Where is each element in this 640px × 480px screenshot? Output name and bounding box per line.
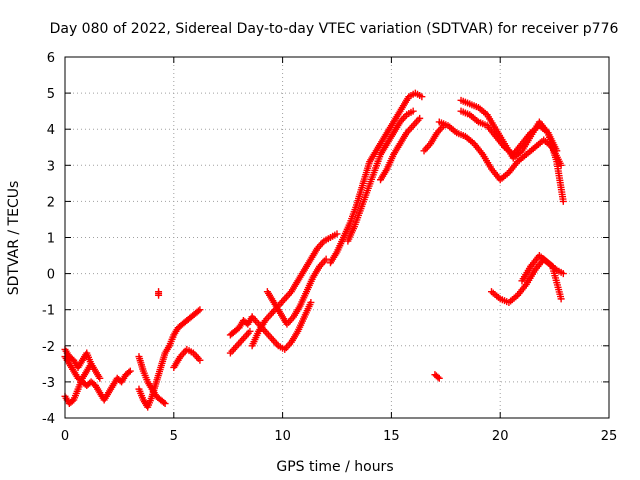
data-point	[418, 93, 426, 101]
data-point	[434, 373, 442, 381]
data-point	[196, 356, 204, 364]
axis-ticks: 0 5 10 15 20 25 -4 -3 -2 -1 0 1 2 3 4 5 6	[42, 51, 617, 444]
chart-title: Day 080 of 2022, Sidereal Day-to-day VTE…	[50, 21, 619, 37]
data-point	[557, 295, 565, 303]
series-segment-e	[135, 353, 169, 408]
data-point	[322, 255, 330, 263]
data-point	[557, 161, 565, 169]
data-point	[435, 374, 443, 382]
y-tick-label: 4	[47, 123, 55, 138]
y-tick-label: -2	[42, 340, 55, 355]
series-segment-g	[155, 288, 163, 299]
data-point	[559, 270, 567, 278]
y-tick-label: 5	[47, 87, 55, 102]
y-tick-label: 2	[47, 195, 55, 210]
series-segment-l	[263, 255, 330, 328]
x-tick-label: 0	[61, 429, 69, 444]
x-tick-label: 5	[170, 429, 178, 444]
x-tick-label: 15	[383, 429, 400, 444]
series-segment-b	[61, 360, 104, 408]
x-tick-label: 25	[601, 429, 618, 444]
data-point	[246, 327, 254, 335]
y-tick-label: 0	[47, 268, 55, 283]
series-segment-d	[135, 306, 204, 411]
series-segment-n	[344, 107, 417, 245]
series-segment-t	[487, 255, 565, 306]
y-tick-label: 1	[47, 232, 55, 247]
series-segment-o	[377, 114, 424, 184]
data-point	[194, 307, 202, 315]
grid-lines	[65, 57, 609, 418]
data-point	[126, 367, 134, 375]
series-segment-k	[248, 298, 315, 353]
data-point	[160, 398, 168, 406]
y-tick-label: -4	[42, 412, 55, 427]
x-axis-label: GPS time / hours	[276, 459, 393, 475]
data-point	[155, 291, 163, 299]
y-tick-label: 3	[47, 159, 55, 174]
y-tick-label: -1	[42, 304, 55, 319]
data-points	[61, 89, 567, 411]
data-point	[87, 360, 95, 368]
x-tick-label: 20	[492, 429, 509, 444]
series-segment-i	[226, 327, 254, 357]
data-point	[307, 298, 315, 306]
data-point	[559, 197, 567, 205]
data-point	[416, 114, 424, 122]
data-point	[125, 368, 133, 376]
data-point	[96, 374, 104, 382]
data-point	[196, 306, 204, 314]
y-tick-label: -3	[42, 376, 55, 391]
data-point	[161, 400, 169, 408]
y-axis-label: SDTVAR / TECUs	[6, 181, 22, 296]
data-point	[409, 107, 417, 115]
x-tick-label: 10	[274, 429, 291, 444]
series-segment-f	[170, 345, 204, 371]
plot-frame	[64, 56, 610, 419]
series-segment-v	[431, 371, 443, 382]
series-segment-s	[457, 96, 567, 205]
series-segment-u	[518, 252, 567, 285]
series-segment-m	[326, 89, 426, 267]
data-point	[333, 230, 341, 238]
y-tick-label: 6	[47, 51, 55, 66]
